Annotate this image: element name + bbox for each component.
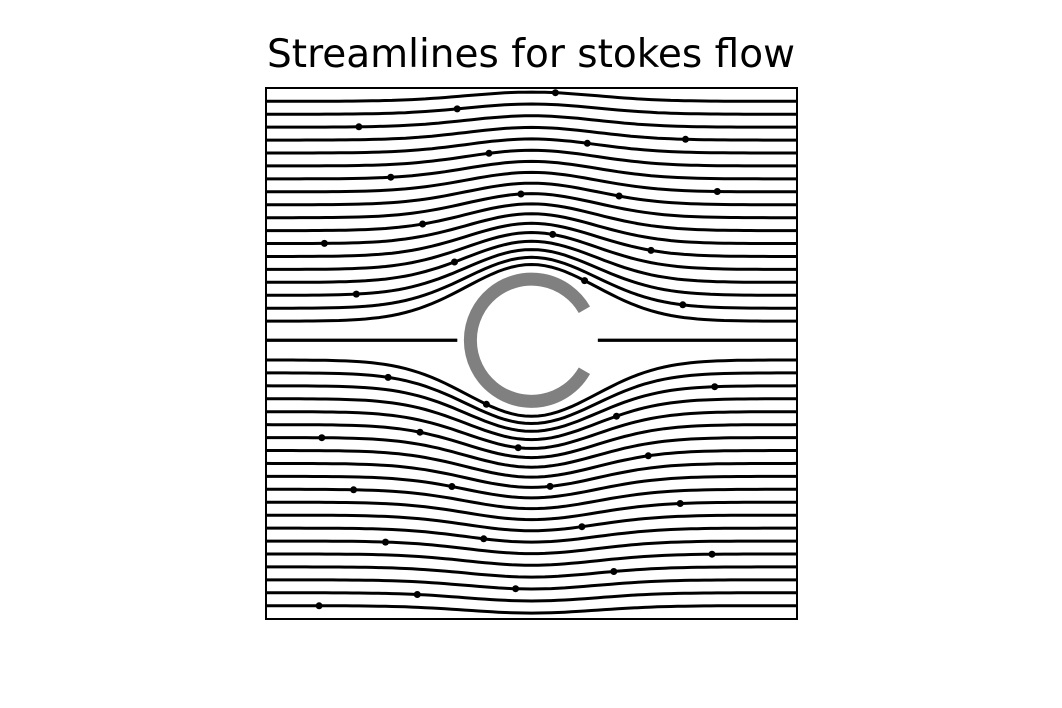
streamline [266, 552, 797, 567]
streamline [266, 102, 797, 116]
streamline-arrow [578, 523, 586, 531]
obstacle-ring [463, 272, 591, 408]
streamline-arrow [382, 538, 389, 546]
streamline [266, 397, 797, 442]
streamline-arrow [546, 482, 554, 490]
streamline-arrow [485, 149, 493, 157]
streamline-arrow [583, 139, 591, 147]
streamline-arrow [512, 585, 520, 593]
streamline-arrow [350, 486, 358, 494]
streamline-arrow [413, 591, 421, 598]
streamline-arrow [315, 602, 323, 610]
streamline [266, 148, 797, 168]
streamline [266, 239, 797, 284]
axes-frame [265, 87, 798, 620]
streamline-arrow [682, 135, 689, 143]
streamline [266, 500, 797, 522]
streamline-arrow [679, 301, 687, 309]
streamline [266, 539, 797, 556]
streamline-arrow [549, 230, 557, 238]
streamline-arrow [480, 535, 488, 543]
streamline-arrow [581, 277, 589, 285]
streamline [266, 474, 797, 500]
streamline-arrow [352, 290, 360, 298]
streamline-arrow [610, 568, 618, 575]
streamline [266, 410, 797, 450]
streamline-arrow [384, 373, 392, 381]
streamline [266, 526, 797, 544]
streamline-arrow [514, 444, 522, 452]
streamline-arrow [647, 246, 655, 254]
streamline [266, 255, 797, 310]
streamline-arrow [451, 258, 458, 266]
streamline [266, 384, 797, 433]
streamline-arrow [711, 383, 719, 391]
streamline-arrow [708, 550, 716, 558]
streamline [266, 181, 797, 207]
streamline [266, 212, 797, 245]
streamline [266, 591, 797, 603]
streamlines-group [266, 89, 797, 615]
streamline-arrow [713, 188, 721, 195]
streamline-arrow [318, 434, 326, 442]
streamline-arrow [453, 105, 461, 113]
streamline-arrow [416, 428, 424, 436]
streamline [266, 423, 797, 460]
obstacle-group [463, 272, 591, 408]
streamline [266, 436, 797, 469]
streamline [266, 125, 797, 142]
streamline-arrow [613, 412, 620, 420]
streamline [266, 461, 797, 489]
streamline [266, 114, 797, 129]
streamline-arrow [355, 123, 363, 131]
streamline-arrow [517, 190, 525, 198]
streamline-arrow [448, 483, 456, 490]
streamline [266, 371, 797, 426]
streamline [266, 449, 797, 479]
streamline-arrow [482, 400, 490, 408]
streamline [266, 604, 797, 615]
streamline-arrow [387, 173, 395, 181]
streamline [266, 513, 797, 533]
streamline-arrow [320, 239, 328, 247]
streamline [266, 159, 797, 181]
streamline [266, 262, 797, 323]
streamline [266, 230, 797, 271]
streamline [266, 170, 797, 194]
streamline-arrow [615, 192, 623, 200]
streamline-arrow [676, 500, 684, 507]
streamline [266, 202, 797, 233]
streamline [266, 90, 797, 103]
streamline [266, 565, 797, 579]
streamline-arrow [551, 89, 559, 97]
streamline-arrow [419, 220, 427, 228]
chart-title: Streamlines for stokes flow [267, 32, 795, 77]
streamline [266, 578, 797, 591]
streamline [266, 221, 797, 258]
streamline-arrow [644, 452, 652, 460]
streamline [266, 137, 797, 155]
streamline [266, 192, 797, 220]
streamline [266, 358, 797, 418]
